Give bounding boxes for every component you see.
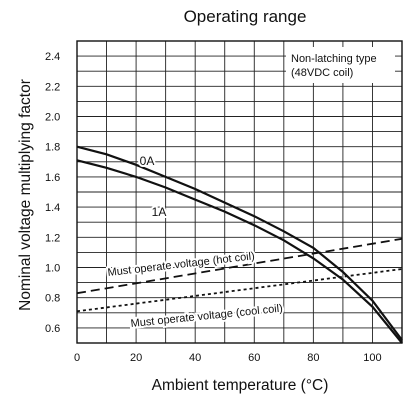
grid — [77, 41, 402, 343]
x-axis-label: Ambient temperature (°C) — [152, 377, 329, 394]
y-tick-label: 1.4 — [45, 202, 60, 214]
y-tick-label: 0.6 — [45, 323, 60, 335]
y-tick-label: 1.6 — [45, 172, 60, 184]
series-label-2: Must operate voltage (hot coil) — [107, 250, 255, 279]
legend-note-line-1: Non-latching type — [291, 53, 377, 65]
y-tick-label: 2.2 — [45, 81, 60, 93]
series-line-2 — [76, 237, 403, 295]
x-tick-label: 100 — [363, 352, 381, 364]
legend-note-box: Non-latching type (48VDC coil) — [286, 47, 395, 83]
y-tick-label: 1.8 — [45, 142, 60, 154]
y-tick-labels: 0.6 0.8 1.0 1.2 1.4 1.6 1.8 2.0 2.2 2.4 — [45, 51, 60, 335]
x-tick-label: 80 — [307, 352, 319, 364]
y-tick-label: 1.0 — [45, 263, 60, 275]
legend-note-line-2: (48VDC coil) — [291, 67, 353, 79]
series-label-0: 0A — [140, 154, 155, 168]
series-line-3 — [76, 268, 403, 313]
plot-frame — [76, 40, 403, 344]
series-label-1: 1A — [152, 205, 167, 219]
y-tick-label: 1.2 — [45, 232, 60, 244]
y-axis-label: Nominal voltage multiplying factor — [17, 79, 34, 311]
x-tick-label: 40 — [189, 352, 201, 364]
chart-title: Operating range — [184, 7, 307, 26]
series-label-3: Must operate voltage (cool coil) — [130, 303, 283, 330]
x-tick-label: 20 — [130, 352, 142, 364]
series-lines — [76, 145, 403, 344]
x-tick-label: 60 — [248, 352, 260, 364]
legend-note-background — [286, 47, 395, 83]
y-tick-label: 2.4 — [45, 51, 60, 63]
y-tick-label: 2.0 — [45, 112, 60, 124]
x-tick-labels: 0 20 40 60 80 100 — [74, 352, 382, 364]
series-line-0 — [76, 145, 403, 341]
x-tick-label: 0 — [74, 352, 80, 364]
series-line-1 — [76, 159, 403, 344]
y-tick-label: 0.8 — [45, 293, 60, 305]
